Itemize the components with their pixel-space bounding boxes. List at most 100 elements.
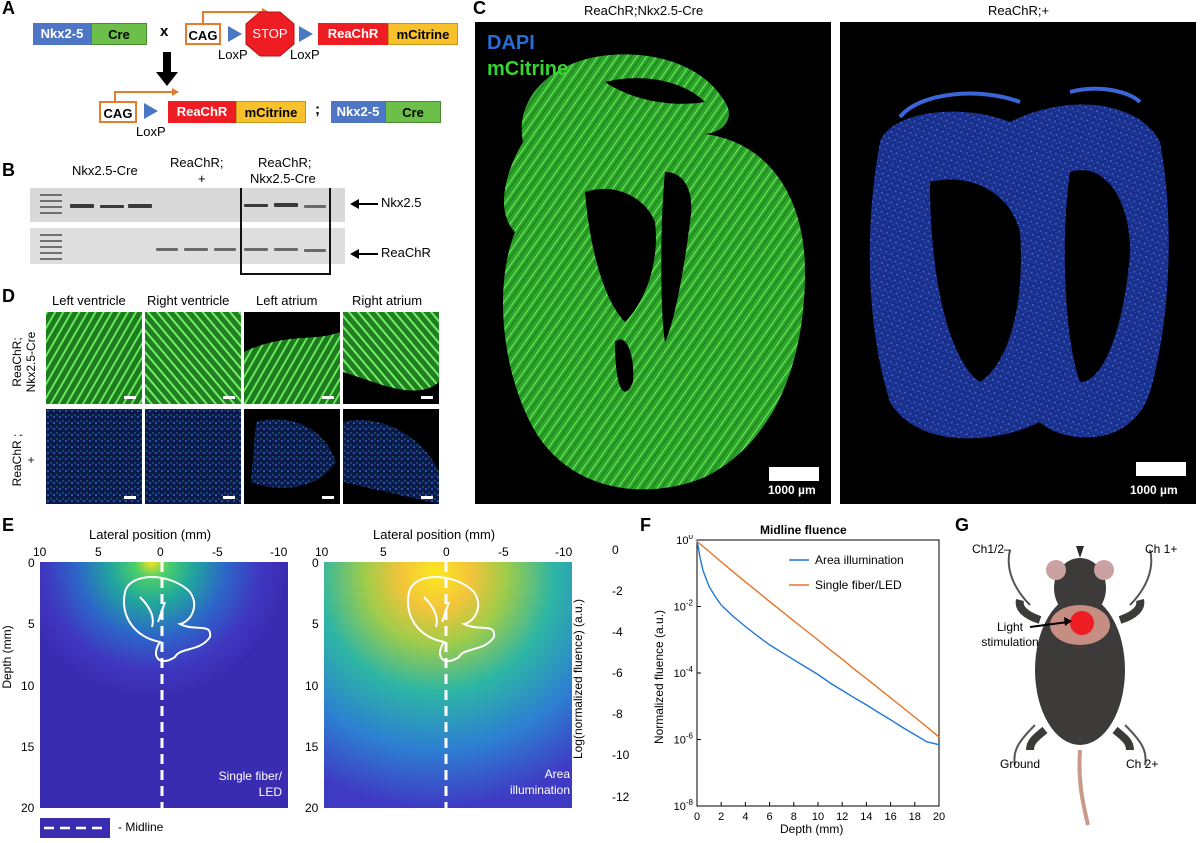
midline-fluence-chart: 0 2 4 6 8 10 12 14 16 18 20 100 10-2 10-4 10-6 10-8 Area… [674, 535, 946, 823]
mouse-head [1054, 558, 1106, 618]
gel-header-plus: + [198, 171, 206, 186]
mouse-tail [1077, 749, 1090, 826]
chart-ylabel: Normalized fluence (a.u.) [652, 609, 666, 745]
e-left-annotation-line2: LED [258, 785, 282, 799]
band-label-reachr: ReaChR [381, 245, 431, 260]
loxp-label-1: LoxP [218, 47, 248, 62]
legend-label-1: Single fiber/LED [815, 578, 902, 592]
row1-line2: Nkx2.5-Cre [24, 331, 38, 393]
x-tick-label: 2 [718, 811, 724, 823]
plot-frame [696, 539, 940, 807]
col-left-atrium: Left atrium [256, 293, 318, 308]
col-right-ventricle: Right ventricle [147, 293, 230, 308]
gel-arrows [350, 199, 378, 259]
cbar-tick-0: 0 [612, 543, 619, 557]
gel-header-nkx-cre: Nkx2.5-Cre [72, 163, 138, 178]
e-right-ytick-4: 20 [305, 801, 319, 815]
gel-header-nkx-cre-2: Nkx2.5-Cre [250, 171, 316, 186]
loxp-triangle-1 [228, 26, 242, 42]
heart-image-reachr-plus [840, 22, 1196, 504]
gene-reachr-recombined: ReaChR [168, 101, 236, 123]
stop-label: STOP [252, 26, 288, 41]
x-tick-label: 12 [836, 811, 848, 823]
fluence-heatmaps [40, 562, 572, 808]
colorbar-label: Log(normalized fluence) (a.u.) [571, 598, 585, 760]
chart-title: Midline fluence [760, 523, 847, 537]
gene-nkx2-5: Nkx2-5 [33, 23, 91, 45]
e-right-xtick-4: -10 [555, 545, 573, 559]
x-tick-label: 14 [860, 811, 872, 823]
e-left-xtick-2: 0 [157, 545, 164, 559]
panel-label-f: F [640, 515, 651, 535]
gene-mcitrine-recombined: mCitrine [236, 101, 306, 123]
e-left-annotation-line1: Single fiber/ [218, 769, 282, 783]
label-light-line1: Light [996, 620, 1024, 634]
down-arrow [156, 72, 178, 86]
gel-header-reachr: ReaChR; [170, 155, 224, 170]
scale-label-left: 1000 µm [768, 483, 816, 497]
e-right-ytick-0: 0 [312, 556, 319, 570]
heart-image-reachr-nkx-cre [475, 22, 831, 504]
label-light-line2: stimulation [981, 635, 1039, 649]
x-tick-label: 16 [884, 811, 896, 823]
e-left-annotation: Single fiber/ LED [200, 768, 282, 800]
gel-image [30, 188, 345, 275]
light-spot [1070, 611, 1094, 635]
legend-dapi: DAPI [487, 32, 535, 54]
tissue-micrographs [46, 312, 439, 504]
loxp-triangle-3 [144, 103, 158, 119]
e-ylabel: Depth (mm) [0, 625, 14, 689]
row1-line1: ReaChR; [10, 337, 24, 387]
panel-label-c: C [473, 0, 486, 18]
x-tick-label: 0 [694, 811, 700, 823]
e-left-xtick-3: -5 [212, 545, 223, 559]
col-left-ventricle: Left ventricle [52, 293, 126, 308]
e-right-xtick-3: -5 [498, 545, 509, 559]
label-ground: Ground [1000, 757, 1041, 771]
e-right-xtick-1: 5 [380, 545, 387, 559]
e-right-xlabel: Lateral position (mm) [373, 527, 496, 542]
loxp-triangle-2 [299, 26, 313, 42]
panel-label-e: E [2, 515, 15, 535]
gel-header-reachr-2: ReaChR; [258, 155, 312, 170]
panel-c-right-title: ReaChR;+ [988, 3, 1050, 18]
gene-nkx2-5-recombined: Nkx2-5 [331, 101, 385, 123]
panel-a-graphics [114, 8, 313, 119]
legend-label-0: Area illumination [815, 553, 904, 567]
col-right-atrium: Right atrium [352, 293, 423, 308]
band-label-nkx2-5: Nkx2.5 [381, 195, 422, 210]
panel-label-b: B [2, 160, 15, 180]
e-left-xlabel: Lateral position (mm) [89, 527, 212, 542]
x-tick-label: 10 [812, 811, 824, 823]
cbar-tick-4: -8 [612, 707, 623, 721]
cbar-tick-6: -12 [612, 790, 630, 804]
gene-cre: Cre [91, 23, 147, 45]
midline-legend-label: - Midline [118, 820, 164, 834]
e-right-annotation-line2: illumination [509, 783, 570, 797]
y-tick-label: 10-4 [674, 665, 694, 680]
promoter-cag: CAG [185, 23, 221, 45]
e-right-annotation: Area illumination [480, 766, 570, 798]
x-tick-label: 8 [791, 811, 797, 823]
x-tick-label: 18 [909, 811, 921, 823]
loxp-label-2: LoxP [290, 47, 320, 62]
row2-line2: + [24, 456, 38, 464]
label-ch2-plus: Ch 2+ [1126, 757, 1159, 771]
e-right-annotation-line1: Area [544, 767, 570, 781]
series-line-0 [696, 539, 940, 746]
x-tick-label: 20 [933, 811, 945, 823]
cbar-tick-2: -4 [612, 625, 623, 639]
e-left-xtick-1: 5 [95, 545, 102, 559]
cbar-tick-1: -2 [612, 584, 623, 598]
legend-mcitrine: mCitrine [487, 58, 569, 80]
genotype-separator: ; [315, 101, 320, 118]
label-ch12-minus: Ch1/2– [972, 542, 1011, 556]
gene-mcitrine: mCitrine [388, 23, 458, 45]
cbar-tick-3: -6 [612, 666, 623, 680]
y-tick-label: 10-6 [674, 732, 694, 747]
e-right-xtick-0: 10 [315, 545, 329, 559]
row-label-reachr-nkx: ReaChR; Nkx2.5-Cre [6, 312, 42, 404]
loxp-label-3: LoxP [136, 124, 166, 139]
e-right-ytick-1: 5 [312, 617, 319, 631]
row2-line1: ReaChR ; [10, 433, 24, 487]
